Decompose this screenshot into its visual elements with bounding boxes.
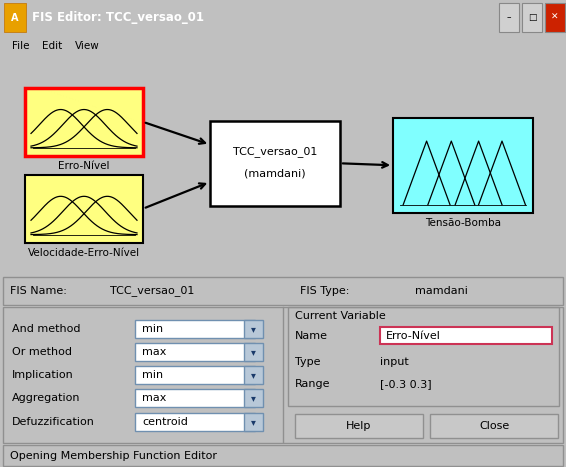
Text: Defuzzification: Defuzzification	[12, 417, 95, 427]
Text: max: max	[142, 347, 166, 357]
Text: □: □	[528, 13, 536, 22]
Text: Opening Membership Function Editor: Opening Membership Function Editor	[10, 451, 217, 461]
Bar	[135, 320, 255, 338]
Text: Help: Help	[346, 421, 372, 431]
Bar	[135, 343, 255, 361]
Text: TCC_versao_01: TCC_versao_01	[110, 285, 194, 296]
Text: Type: Type	[295, 357, 320, 367]
Text: max: max	[142, 393, 166, 403]
Text: Or method: Or method	[12, 347, 72, 357]
Text: mamdani: mamdani	[415, 286, 468, 296]
Bar	[499, 3, 519, 32]
Text: Implication: Implication	[12, 370, 74, 380]
Text: Range: Range	[295, 379, 331, 389]
Text: Current Variable: Current Variable	[295, 311, 386, 321]
Bar	[135, 413, 255, 431]
Text: input: input	[380, 357, 409, 367]
Text: ✕: ✕	[551, 13, 559, 22]
Text: A: A	[11, 13, 19, 22]
Text: ▾: ▾	[251, 393, 255, 403]
Text: ▾: ▾	[251, 324, 255, 334]
Text: And method: And method	[12, 324, 80, 334]
Text: ▾: ▾	[251, 370, 255, 380]
Text: File: File	[12, 41, 29, 50]
Bar	[135, 366, 255, 384]
Text: Edit: Edit	[42, 41, 62, 50]
Bar	[4, 3, 26, 32]
Text: min: min	[142, 324, 163, 334]
Text: Name: Name	[295, 331, 328, 341]
Bar	[380, 327, 552, 344]
Bar	[393, 118, 533, 212]
Bar	[244, 389, 263, 407]
Text: –: –	[507, 13, 511, 22]
Text: Aggregation: Aggregation	[12, 393, 80, 403]
Text: View: View	[75, 41, 100, 50]
Text: (mamdani): (mamdani)	[244, 168, 306, 178]
Bar	[210, 121, 340, 205]
Bar	[244, 413, 263, 431]
Text: min: min	[142, 370, 163, 380]
Text: FIS Name:: FIS Name:	[10, 286, 67, 296]
Text: Erro-Nível: Erro-Nível	[58, 161, 110, 171]
Text: FIS Editor: TCC_versao_01: FIS Editor: TCC_versao_01	[32, 11, 204, 24]
Text: ▾: ▾	[251, 417, 255, 427]
Text: [-0.3 0.3]: [-0.3 0.3]	[380, 379, 432, 389]
Bar	[430, 414, 558, 438]
Text: Tensão-Bomba: Tensão-Bomba	[425, 218, 501, 228]
Bar	[25, 175, 143, 243]
Bar	[25, 88, 143, 156]
Bar	[244, 320, 263, 338]
Text: TCC_versao_01: TCC_versao_01	[233, 146, 317, 157]
Text: Close: Close	[479, 421, 509, 431]
Text: ▾: ▾	[251, 347, 255, 357]
Bar	[244, 366, 263, 384]
Bar	[295, 414, 423, 438]
Bar	[244, 343, 263, 361]
Bar	[545, 3, 565, 32]
Text: centroid: centroid	[142, 417, 188, 427]
Text: FIS Type:: FIS Type:	[300, 286, 349, 296]
Text: Erro-Nível: Erro-Nível	[386, 331, 441, 341]
Bar	[135, 389, 255, 407]
Bar	[522, 3, 542, 32]
Bar	[288, 307, 559, 406]
Text: Velocidade-Erro-Nível: Velocidade-Erro-Nível	[28, 248, 140, 258]
